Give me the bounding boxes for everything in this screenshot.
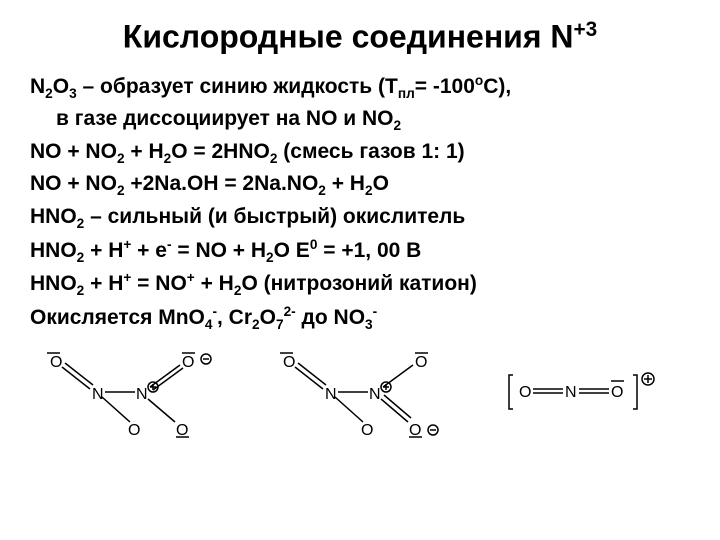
structure-3: O N O [505,367,680,422]
svg-text:N: N [565,384,577,401]
txt: + H [195,272,234,295]
sub: 3 [69,86,77,101]
txt: NO + NO [30,140,117,163]
txt: = -100 [415,75,475,98]
txt: = NO + H [172,239,267,262]
title-sup: +3 [573,18,597,41]
txt: + H [326,172,365,195]
svg-text:N: N [92,386,104,403]
svg-text:O: O [415,354,427,371]
txt: HNO [30,272,77,295]
sup: о [475,73,483,88]
txt: + H [84,272,123,295]
line-7: HNO2 + H+ = NO+ + H2O (нитрозоний катион… [30,269,690,301]
txt: в газе диссоциирует на NO и NO [56,107,394,130]
line-4: NO + NO2 +2Na.OH = 2Na.NO2 + H2O [30,170,690,201]
txt: – образует синию жидкость (Т [77,75,398,98]
sup: 2- [284,304,296,319]
svg-text:N: N [325,386,337,403]
sub: пл [398,86,415,101]
sub: 2 [266,250,274,265]
txt: HNO [30,205,77,228]
structure-1: O N N O O O [40,347,230,442]
svg-text:O: O [283,354,295,371]
txt: до NO [296,306,365,329]
chemical-structures: O N N O O O O [30,347,690,442]
txt: + e [131,239,167,262]
txt: (смесь газов 1: 1) [277,140,464,163]
txt: , Cr [217,306,252,329]
sub: 2 [318,184,326,199]
sub: 2 [252,317,260,332]
txt: O [260,306,276,329]
sub: 3 [365,317,373,332]
txt: O (нитрозоний катион) [241,272,476,295]
line-1: N2O3 – образует синию жидкость (Тпл= -10… [30,72,690,104]
sub: 2 [117,184,125,199]
line-3: NO + NO2 + H2O = 2HNO2 (смесь газов 1: 1… [30,138,690,169]
txt: – сильный (и быстрый) окислитель [84,205,465,228]
txt: Окисляется MnO [30,306,205,329]
txt: + H [125,140,164,163]
txt: O [53,75,69,98]
svg-text:O: O [611,384,623,401]
svg-text:O: O [50,354,62,371]
line-8: Окисляется MnO4-, Cr2O72- до NO3- [30,303,690,335]
sub: 2 [365,184,373,199]
structure-2: O N N O O O [273,347,463,442]
svg-text:O: O [182,354,194,371]
sub: 2 [45,86,53,101]
txt: O = 2HNO [171,140,270,163]
svg-text:O: O [361,422,373,439]
sup: + [187,270,195,285]
svg-text:O: O [519,384,531,401]
line-5: HNO2 – сильный (и быстрый) окислитель [30,203,690,234]
txt: = +1, 00 В [317,239,421,262]
txt: O [373,172,389,195]
sub: 4 [205,317,213,332]
txt: O E [274,239,310,262]
title-text: Кислородные соединения N [123,19,574,55]
txt: HNO [30,239,77,262]
line-2: в газе диссоциирует на NO и NO2 [30,105,690,136]
sup: - [373,304,378,319]
txt: N [30,75,45,98]
txt: = NO [131,272,186,295]
txt: + H [84,239,123,262]
svg-text:N: N [136,386,148,403]
txt: С), [483,75,511,98]
sub: 7 [276,317,284,332]
page-title: Кислородные соединения N+3 [30,18,690,56]
svg-text:N: N [369,386,381,403]
sub: 2 [117,151,125,166]
txt: +2Na.OH = 2Na.NO [125,172,319,195]
svg-text:O: O [128,422,140,439]
sub: 2 [394,118,402,133]
line-6: HNO2 + H+ + e- = NO + H2O E0 = +1, 00 В [30,236,690,268]
txt: NO + NO [30,172,117,195]
